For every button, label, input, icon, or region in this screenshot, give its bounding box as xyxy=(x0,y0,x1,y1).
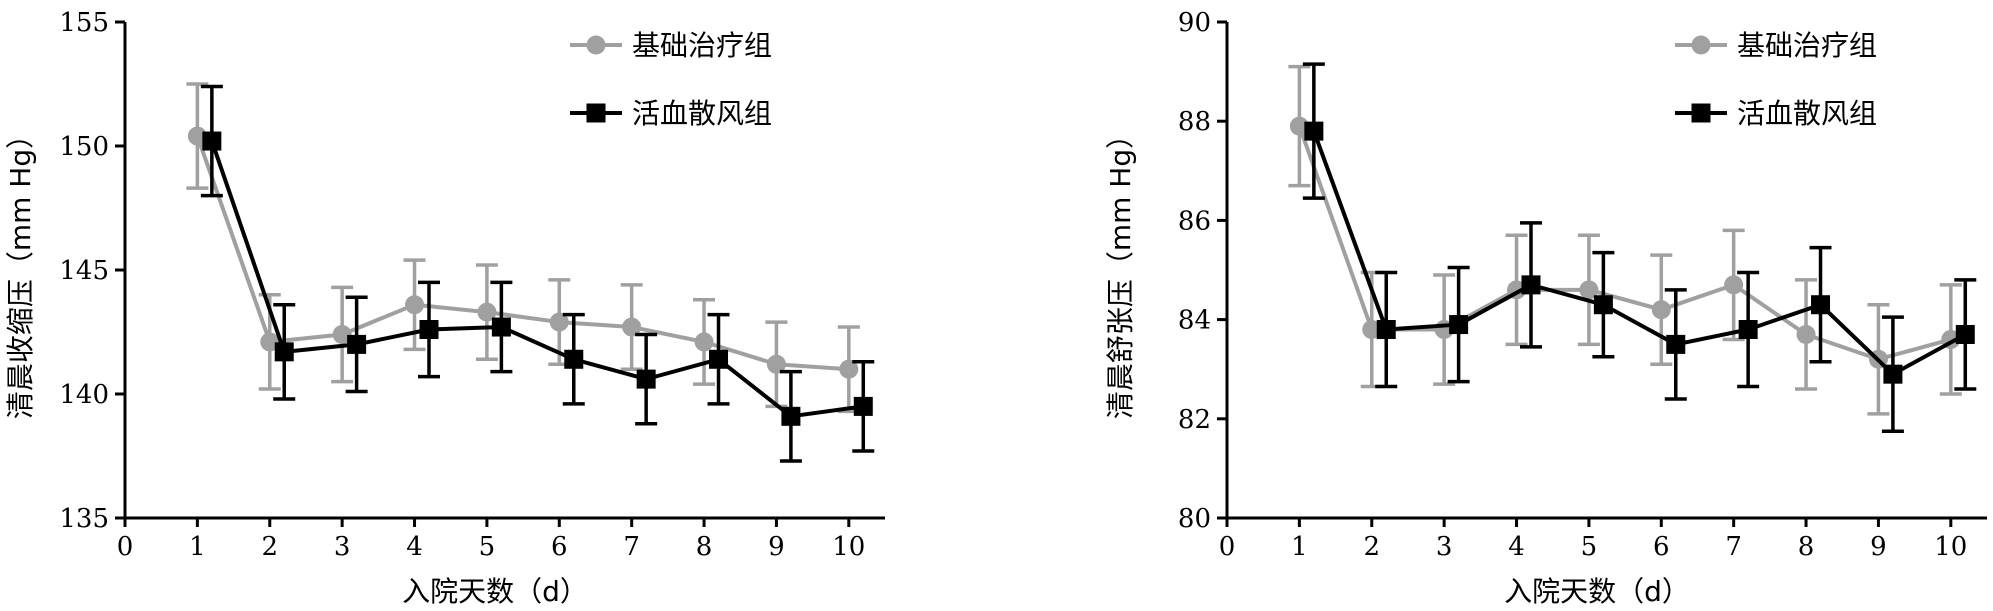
data-point xyxy=(1593,295,1613,315)
x-tick-label: 8 xyxy=(1798,532,1815,562)
y-tick-label: 88 xyxy=(1178,107,1211,137)
x-tick-label: 3 xyxy=(334,532,351,562)
y-axis-title: 清晨收缩压（mm Hg） xyxy=(4,121,37,419)
data-point xyxy=(1651,300,1671,320)
data-point xyxy=(564,349,584,369)
x-tick-label: 2 xyxy=(1363,532,1380,562)
y-tick-label: 145 xyxy=(59,256,109,286)
x-tick-label: 6 xyxy=(1653,532,1670,562)
series-0 xyxy=(186,82,860,414)
x-tick-label: 4 xyxy=(406,532,423,562)
series-line xyxy=(209,140,864,419)
data-point xyxy=(347,334,367,354)
legend-marker xyxy=(1691,35,1711,55)
x-tick-label: 5 xyxy=(1581,532,1598,562)
legend-label: 基础治疗组 xyxy=(1737,29,1877,62)
x-tick-label: 7 xyxy=(623,532,640,562)
y-axis-title: 清晨舒张压（mm Hg） xyxy=(1104,121,1137,419)
data-point xyxy=(491,317,511,337)
data-point xyxy=(694,332,714,352)
y-tick-label: 140 xyxy=(59,380,109,410)
legend-marker xyxy=(586,35,606,55)
x-tick-label: 1 xyxy=(189,532,206,562)
data-point xyxy=(1724,275,1744,295)
data-point xyxy=(549,312,569,332)
data-point xyxy=(1304,121,1324,141)
data-point xyxy=(187,126,207,146)
legend-label: 活血散风组 xyxy=(1737,97,1877,130)
legend-label: 基础治疗组 xyxy=(632,29,772,62)
data-point xyxy=(1289,116,1309,136)
data-point xyxy=(274,342,294,362)
data-point xyxy=(1883,364,1903,384)
data-point xyxy=(839,359,859,379)
y-tick-label: 150 xyxy=(59,132,109,162)
data-point xyxy=(1955,324,1975,344)
x-tick-label: 7 xyxy=(1725,532,1742,562)
data-point xyxy=(622,317,642,337)
y-tick-label: 155 xyxy=(59,8,109,38)
data-point xyxy=(766,354,786,374)
data-point xyxy=(853,396,873,416)
legend-marker xyxy=(1691,103,1711,123)
data-point xyxy=(405,295,425,315)
data-point xyxy=(332,324,352,344)
left-chart-panel: 0 1 2 3 4 5 6 7 8 9 10 135 140 145 150 155 入院天数（d） 清晨收缩压（… xyxy=(4,8,885,608)
legend-label: 活血散风组 xyxy=(632,97,772,130)
data-point xyxy=(260,332,280,352)
y-tick-label: 135 xyxy=(59,504,109,534)
right-chart-panel: 0 1 2 3 4 5 6 7 8 9 10 80 82 84 86 88 90 入院天数（d） 清晨舒张压（mm … xyxy=(1104,8,1987,608)
x-tick-label: 1 xyxy=(1291,532,1308,562)
data-point xyxy=(1738,320,1758,340)
series-1 xyxy=(200,84,875,463)
data-point xyxy=(1579,280,1599,300)
series-1 xyxy=(1302,62,1977,433)
y-tick-label: 86 xyxy=(1178,206,1211,236)
x-tick-label: 3 xyxy=(1436,532,1453,562)
data-point xyxy=(1666,334,1686,354)
y-tick-label: 82 xyxy=(1178,405,1211,435)
data-point xyxy=(1449,315,1469,335)
x-tick-label: 2 xyxy=(261,532,278,562)
x-tick-label: 9 xyxy=(1870,532,1887,562)
series-line xyxy=(1311,130,1967,377)
legend-marker xyxy=(586,103,606,123)
data-point xyxy=(202,131,222,151)
data-point xyxy=(1521,275,1541,295)
series-line xyxy=(195,135,849,372)
x-tick-label: 0 xyxy=(117,532,134,562)
x-tick-label: 5 xyxy=(479,532,496,562)
x-tick-label: 4 xyxy=(1508,532,1525,562)
x-tick-label: 9 xyxy=(768,532,785,562)
y-tick-label: 80 xyxy=(1178,504,1211,534)
data-point xyxy=(709,349,729,369)
x-tick-label: 8 xyxy=(696,532,713,562)
x-axis-title: 入院天数（d） xyxy=(402,575,588,608)
x-axis-title: 入院天数（d） xyxy=(1504,575,1690,608)
data-point xyxy=(1811,295,1831,315)
x-tick-label: 6 xyxy=(551,532,568,562)
data-point xyxy=(419,320,439,340)
y-tick-label: 84 xyxy=(1178,306,1211,336)
data-point xyxy=(636,369,656,389)
data-point xyxy=(1362,320,1382,340)
data-point xyxy=(781,406,801,426)
data-point xyxy=(1376,320,1396,340)
y-tick-label: 90 xyxy=(1178,8,1211,38)
data-point xyxy=(1796,324,1816,344)
series-line xyxy=(1297,125,1952,362)
x-tick-label: 0 xyxy=(1219,532,1236,562)
x-tick-label: 10 xyxy=(832,532,865,562)
x-tick-label: 10 xyxy=(1934,532,1967,562)
data-point xyxy=(477,302,497,322)
